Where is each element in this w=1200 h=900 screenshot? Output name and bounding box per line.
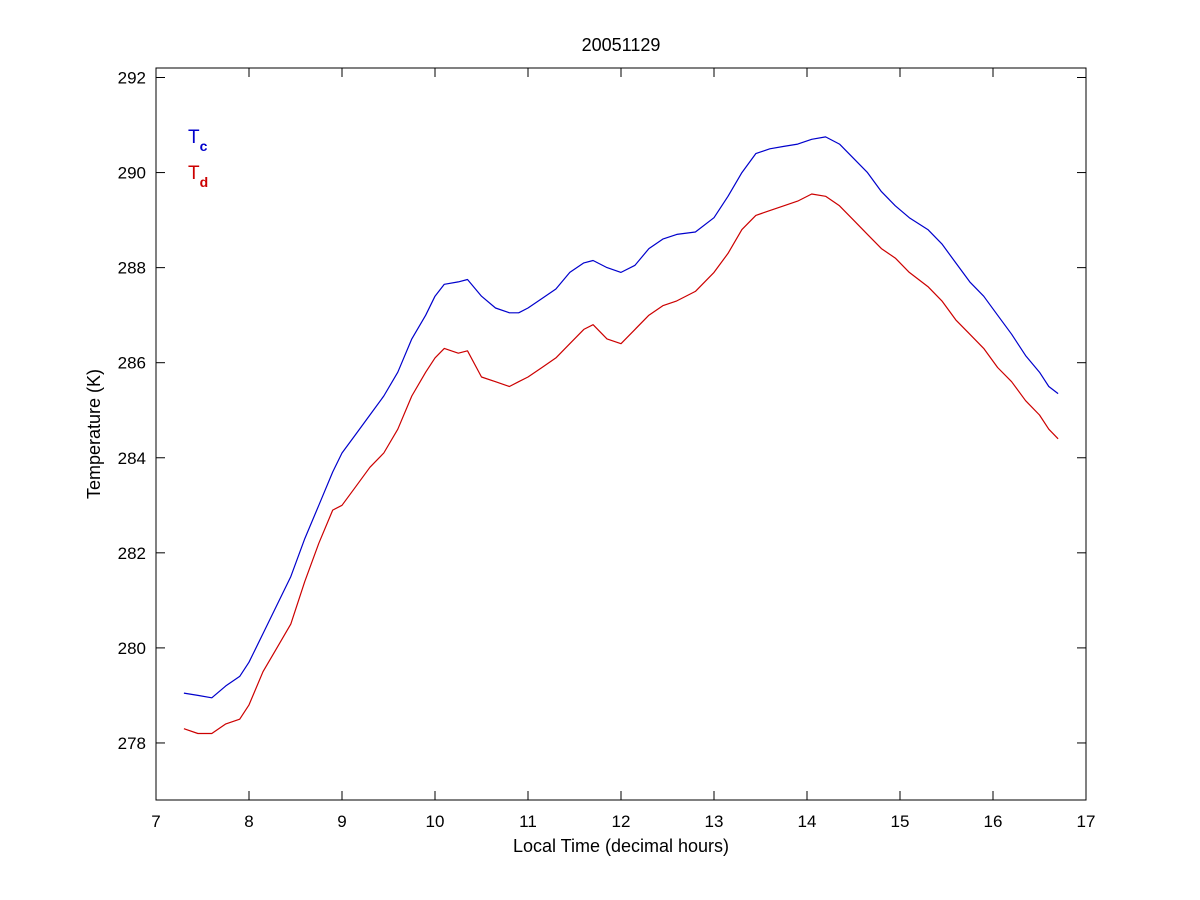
x-tick-label: 15 <box>891 812 910 831</box>
chart-title: 20051129 <box>582 35 661 55</box>
y-tick-label: 284 <box>118 449 146 468</box>
x-tick-label: 8 <box>244 812 253 831</box>
y-axis-title: Temperature (K) <box>84 369 104 499</box>
x-tick-label: 7 <box>151 812 160 831</box>
y-tick-label: 292 <box>118 69 146 88</box>
legend: Tc Td <box>188 127 208 190</box>
x-tick-label: 16 <box>984 812 1003 831</box>
legend-entry-tc: Tc <box>188 127 208 154</box>
y-tick-label: 286 <box>118 354 146 373</box>
y-tick-label: 288 <box>118 259 146 278</box>
y-tick-label: 278 <box>118 734 146 753</box>
x-tick-label: 17 <box>1077 812 1096 831</box>
x-tick-label: 11 <box>519 812 537 831</box>
y-tick-label: 282 <box>118 544 146 563</box>
legend-subscript-td: d <box>200 174 209 190</box>
series-group <box>183 136 1059 735</box>
series-line-td <box>183 193 1059 735</box>
legend-entry-td: Td <box>188 163 208 190</box>
plot-area <box>155 67 1087 801</box>
axis-ticks: 7 8 9 10 11 12 13 14 15 16 17 278 280 282 284 286 288 290… <box>118 68 1096 831</box>
series-line-tc <box>183 136 1059 699</box>
x-tick-label: 10 <box>426 812 445 831</box>
x-tick-label: 14 <box>798 812 817 831</box>
x-tick-label: 12 <box>612 812 631 831</box>
x-axis-title: Local Time (decimal hours) <box>513 836 729 856</box>
legend-label-td: T <box>188 163 200 184</box>
y-tick-label: 290 <box>118 164 146 183</box>
legend-subscript-tc: c <box>200 138 208 154</box>
legend-label-tc: T <box>188 127 200 148</box>
x-tick-label: 13 <box>705 812 724 831</box>
y-tick-label: 280 <box>118 639 146 658</box>
x-tick-label: 9 <box>337 812 346 831</box>
